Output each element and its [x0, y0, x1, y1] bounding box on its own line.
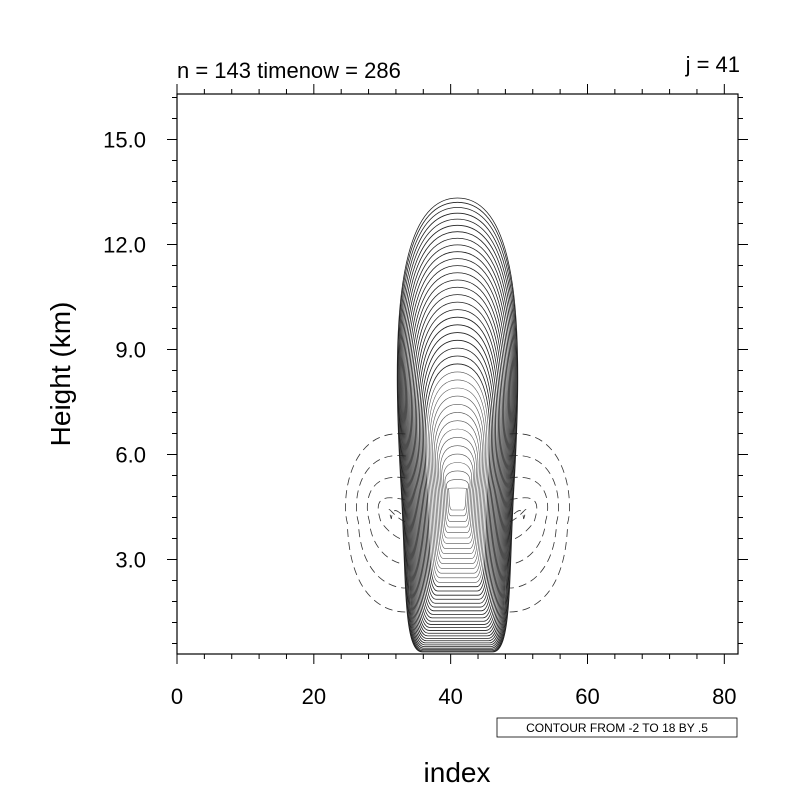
positive-contour-line — [439, 445, 476, 539]
positive-contour-line — [414, 309, 501, 615]
negative-contour-line — [509, 509, 527, 523]
positive-contour-line — [441, 453, 474, 533]
x-tick-label: 40 — [438, 684, 462, 709]
negative-contour-line — [366, 476, 406, 565]
positive-contour-line — [424, 363, 491, 588]
positive-contour-line — [406, 258, 509, 637]
positive-contour-line — [398, 207, 517, 652]
positive-contours — [396, 197, 519, 653]
positive-contour-line — [401, 231, 514, 646]
positive-contour-line — [432, 403, 483, 564]
positive-contour-line — [426, 371, 489, 583]
positive-contour-line — [416, 316, 499, 612]
positive-contour-line — [403, 244, 512, 642]
positive-contour-line — [427, 379, 488, 579]
positive-contour-line — [421, 347, 494, 596]
title-left: n = 143 timenow = 286 — [177, 58, 401, 83]
negative-contours — [345, 433, 570, 613]
title-right: j = 41 — [685, 52, 740, 77]
positive-contour-line — [412, 294, 503, 622]
positive-contour-line — [430, 395, 485, 569]
positive-contour-line — [429, 387, 486, 574]
y-tick-label: 9.0 — [115, 338, 146, 363]
contour-info-box — [496, 717, 738, 738]
contour-info-label: CONTOUR FROM -2 TO 18 BY .5 — [526, 721, 708, 735]
positive-contour-line — [399, 218, 516, 649]
y-tick-label: 12.0 — [103, 233, 146, 258]
negative-contour-line — [509, 455, 559, 589]
positive-contour-line — [420, 339, 495, 600]
negative-contour-line — [356, 455, 406, 589]
negative-contour-line — [345, 433, 406, 613]
positive-contour-line — [423, 355, 492, 592]
positive-contour-line — [444, 470, 471, 522]
positive-contour-line — [402, 237, 513, 644]
negative-contour-line — [509, 476, 549, 565]
x-tick-label: 20 — [302, 684, 326, 709]
positive-contour-line — [398, 212, 517, 651]
positive-contour-line — [417, 324, 498, 608]
y-tick-label: 3.0 — [115, 548, 146, 573]
positive-contour-line — [436, 428, 479, 549]
tick-labels: 0 20 40 60 80 3.0 6.0 9.0 12.0 15.0 — [103, 128, 736, 710]
x-tick-label: 0 — [171, 684, 183, 709]
positive-contour-line — [446, 479, 469, 517]
positive-contour-line — [413, 301, 502, 619]
y-tick-label: 6.0 — [115, 443, 146, 468]
positive-contour-line — [404, 251, 511, 639]
negative-contour-line — [509, 433, 570, 613]
positive-contour-line — [418, 332, 497, 604]
positive-contour-line — [411, 286, 504, 625]
y-tick-label: 15.0 — [103, 128, 146, 153]
positive-contour-line — [442, 462, 473, 528]
positive-contour-line — [438, 437, 477, 544]
x-tick-label: 80 — [712, 684, 736, 709]
x-tick-label: 60 — [575, 684, 599, 709]
positive-contour-line — [447, 487, 468, 511]
positive-contour-line — [435, 420, 480, 554]
axis-ticks — [167, 84, 748, 664]
positive-contour-line — [433, 412, 482, 559]
positive-contour-line — [408, 272, 507, 631]
plot-frame — [176, 93, 739, 655]
positive-contour-line — [407, 265, 508, 634]
negative-contour-line — [377, 497, 406, 541]
positive-contour-line — [400, 224, 515, 648]
y-axis-label: Height (km) — [45, 302, 76, 447]
x-axis-label: index — [424, 757, 491, 788]
positive-contour-line — [396, 197, 519, 653]
negative-contour-line — [509, 497, 538, 541]
positive-contour-line — [409, 279, 506, 628]
positive-contour-line — [397, 201, 518, 652]
negative-contour-line — [388, 509, 406, 523]
